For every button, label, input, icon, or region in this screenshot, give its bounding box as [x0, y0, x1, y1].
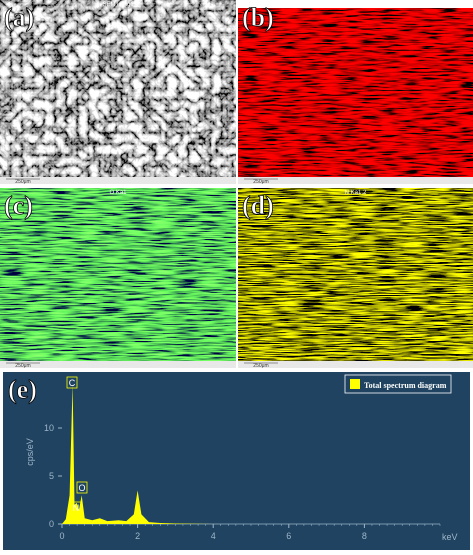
scale-label: 250μm — [15, 179, 30, 185]
x-tick-label: 2 — [135, 531, 140, 541]
panel-label: (a) — [4, 3, 34, 32]
y-tick-label: 10 — [44, 423, 54, 433]
y-tick-label: 0 — [49, 519, 54, 529]
c-map — [238, 8, 473, 184]
scale-strip — [0, 177, 236, 184]
panel-title: O Ka1 — [109, 190, 127, 196]
scale-label: 250μm — [15, 363, 30, 369]
legend-swatch — [350, 379, 360, 389]
panel-label: (d) — [242, 191, 274, 220]
scale-strip — [238, 361, 473, 368]
x-tick-label: 4 — [211, 531, 216, 541]
legend-label: Total spectrum diagram — [364, 381, 447, 390]
scale-strip — [0, 361, 236, 368]
panel-title: N Ka1,2 — [345, 190, 367, 196]
x-axis-label: keV — [442, 532, 458, 542]
peak-box — [76, 481, 88, 494]
x-tick-label: 6 — [286, 531, 291, 541]
peak-box — [66, 376, 78, 389]
peak-box — [70, 501, 82, 514]
x-tick-label: 0 — [59, 531, 64, 541]
panel-title: C Ka1,2 — [345, 3, 367, 9]
peak-label: O — [78, 483, 85, 493]
y-tick-label: 5 — [49, 471, 54, 481]
peak-label: C — [69, 378, 76, 388]
panel-label: (c) — [4, 191, 33, 220]
n-map — [238, 188, 473, 368]
legend-box — [344, 374, 452, 394]
scale-strip — [238, 177, 473, 184]
peak-label: N — [73, 503, 80, 513]
y-axis-label: cps/eV — [25, 438, 35, 466]
scale-label: 250μm — [253, 179, 268, 185]
x-tick-label: 8 — [362, 531, 367, 541]
panel-label: (e) — [8, 375, 37, 404]
panel-title: SEM image — [102, 2, 134, 8]
o-map — [0, 188, 236, 368]
panel-label: (b) — [242, 3, 274, 32]
sem-image — [0, 0, 236, 184]
scale-label: 250μm — [253, 363, 268, 369]
